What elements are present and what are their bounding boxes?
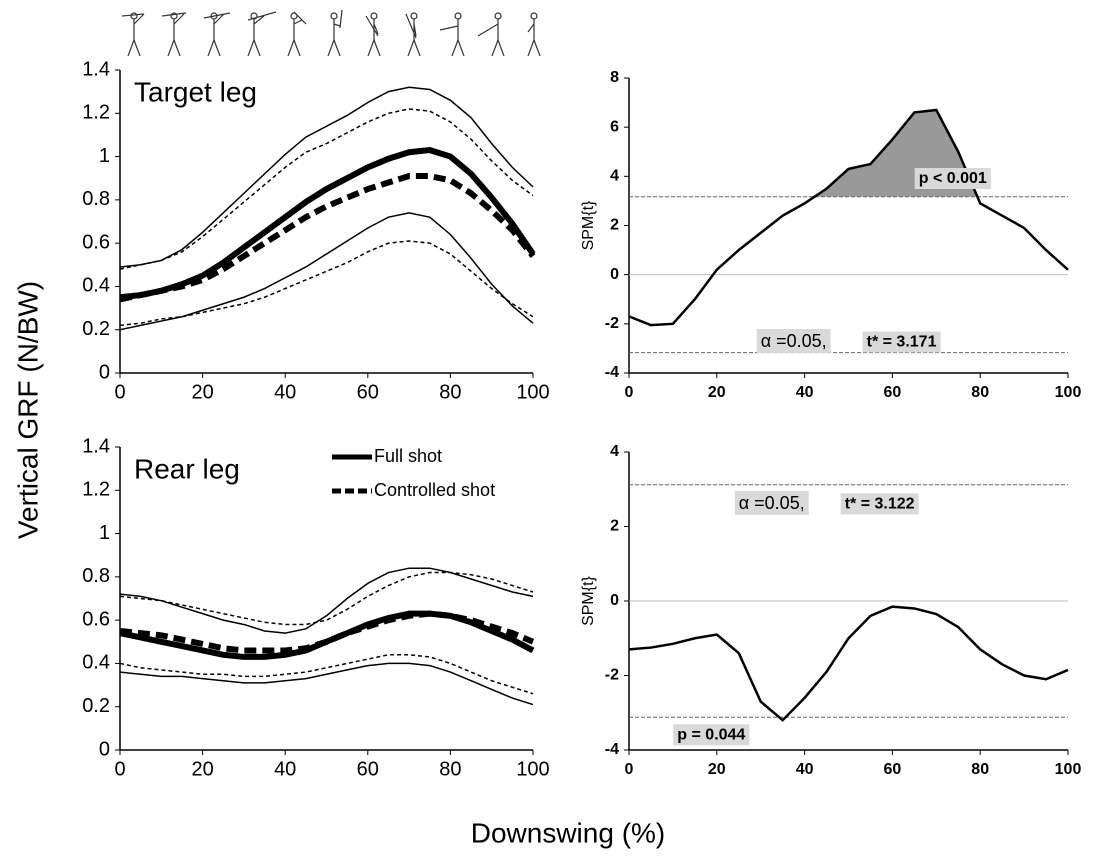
y-tick-label: 0.2 [82, 695, 110, 717]
y-tick-label: 0.8 [82, 565, 110, 587]
band-line [119, 212, 534, 331]
band-line [119, 86, 534, 268]
label-box: p < 0.001 [914, 168, 991, 190]
y-tick-label: 0 [610, 592, 619, 609]
label-background [756, 329, 831, 354]
p-label: p < 0.001 [919, 170, 987, 187]
label-box: α =0.05, [734, 490, 809, 515]
x-tick-label: 100 [1055, 384, 1082, 401]
panel-title: Target leg [134, 76, 257, 107]
y-tick-label: -2 [605, 315, 619, 332]
suprathreshold-area [629, 485, 1068, 720]
alpha-label: α =0.05, [739, 493, 805, 513]
x-tick-label: 0 [625, 761, 634, 778]
spm-curve [628, 605, 1069, 722]
label-background [840, 493, 919, 515]
x-tick-label: 0 [114, 381, 125, 403]
y-tick-label: 2 [610, 518, 619, 535]
suprathreshold-area [814, 109, 978, 197]
legend-label: Full shot [374, 446, 442, 466]
y-tick-label: 0.4 [82, 652, 110, 674]
y-tick-label: 0.8 [82, 188, 110, 210]
y-tick-label: 0.4 [82, 275, 110, 297]
legend-label: Controlled shot [374, 480, 495, 500]
y-tick-label: 0 [610, 266, 619, 283]
y-tick-label: 4 [610, 443, 619, 460]
x-tick-label: 40 [274, 381, 296, 403]
y-tick-label: 4 [610, 168, 619, 185]
y-tick-label: 0.6 [82, 231, 110, 253]
label-background [734, 490, 809, 515]
x-tick-label: 60 [357, 381, 379, 403]
y-axis-label: SPM{t} [580, 200, 597, 250]
panel-title: Rear leg [134, 453, 240, 484]
x-axis-label: Downswing (%) [471, 817, 666, 848]
band-line [119, 662, 534, 706]
mean-line [119, 173, 536, 303]
x-tick-label: 60 [884, 761, 902, 778]
mean-line [119, 147, 536, 301]
y-tick-label: 1.2 [82, 102, 110, 124]
threshold-label: t* = 3.122 [845, 495, 915, 512]
label-background [914, 168, 991, 190]
x-tick-label: 0 [625, 384, 634, 401]
y-tick-label: 2 [610, 217, 619, 234]
x-tick-label: 80 [971, 384, 989, 401]
x-tick-label: 100 [516, 758, 549, 780]
y-tick-label: 6 [610, 118, 619, 135]
x-tick-label: 20 [191, 758, 213, 780]
x-tick-label: 40 [796, 761, 814, 778]
y-axis-label: SPM{t} [580, 575, 597, 625]
band-line [119, 571, 534, 626]
y-tick-label: 0 [99, 738, 110, 760]
x-tick-label: 60 [884, 384, 902, 401]
band-line [119, 567, 534, 634]
x-tick-label: 40 [274, 758, 296, 780]
mean-line [119, 610, 535, 654]
y-tick-label: 0 [99, 361, 110, 383]
label-background [862, 331, 941, 353]
label-box: t* = 3.122 [840, 493, 919, 515]
x-tick-label: 100 [516, 381, 549, 403]
y-tick-label: -4 [605, 364, 619, 381]
y-tick-label: -4 [605, 741, 619, 758]
y-tick-label: 1.4 [82, 435, 110, 457]
x-tick-label: 80 [439, 758, 461, 780]
x-tick-label: 40 [796, 384, 814, 401]
x-tick-label: 80 [971, 761, 989, 778]
x-tick-label: 20 [191, 381, 213, 403]
y-axis-label: Vertical GRF (N/BW) [12, 281, 43, 539]
golfer-icons [121, 9, 541, 57]
y-tick-label: -2 [605, 667, 619, 684]
x-tick-label: 100 [1055, 761, 1082, 778]
x-tick-label: 0 [114, 758, 125, 780]
alpha-label: α =0.05, [761, 331, 827, 351]
y-tick-label: 1.2 [82, 479, 110, 501]
band-line [119, 240, 534, 327]
label-box: α =0.05, [756, 329, 831, 354]
y-tick-label: 1 [99, 145, 110, 167]
y-tick-label: 0.6 [82, 608, 110, 630]
threshold-label: t* = 3.171 [867, 333, 937, 350]
x-tick-label: 60 [357, 758, 379, 780]
mean-line [119, 610, 535, 660]
y-tick-label: 8 [610, 69, 619, 86]
y-tick-label: 1.4 [82, 58, 110, 80]
p-label: p = 0.044 [677, 726, 745, 743]
spm-curve [628, 108, 1069, 327]
x-tick-label: 80 [439, 381, 461, 403]
band-line [119, 108, 534, 270]
label-background [673, 724, 750, 746]
x-tick-label: 20 [708, 384, 726, 401]
label-box: p = 0.044 [673, 724, 750, 746]
label-box: t* = 3.171 [862, 331, 941, 353]
y-tick-label: 0.2 [82, 318, 110, 340]
y-tick-label: 1 [99, 522, 110, 544]
x-tick-label: 20 [708, 761, 726, 778]
